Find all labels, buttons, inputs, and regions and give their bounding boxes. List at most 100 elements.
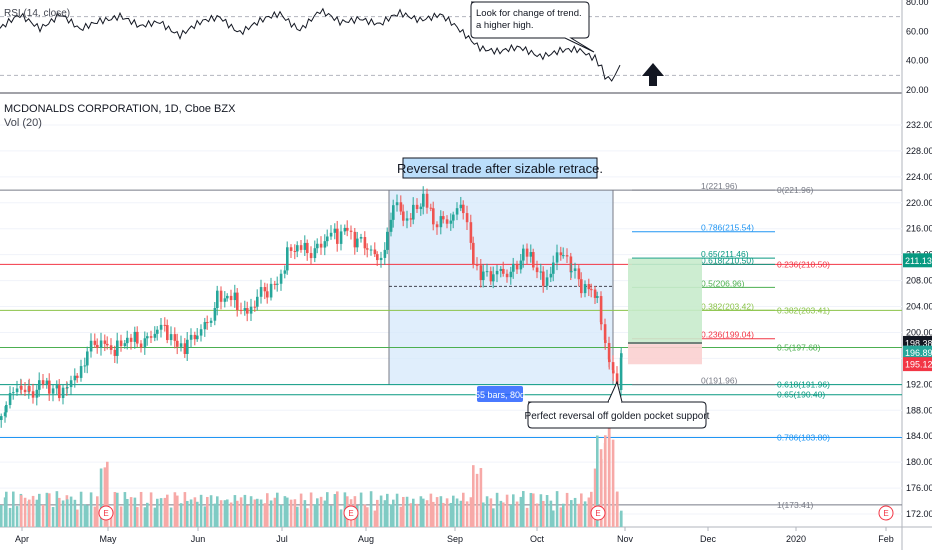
volume-bar — [593, 468, 597, 527]
candle-body — [159, 324, 163, 330]
candle-body — [129, 337, 133, 342]
candle-body — [48, 380, 51, 394]
volume-bar — [116, 492, 119, 527]
volume-bar — [286, 497, 289, 527]
candle-body — [106, 343, 109, 346]
candle-body — [608, 359, 611, 363]
candle-body — [499, 268, 503, 271]
candle-body — [435, 224, 439, 228]
fib-label: 1(173.41) — [777, 500, 814, 510]
volume-bar — [359, 492, 363, 527]
candle-body — [223, 298, 227, 302]
candle-body — [189, 334, 193, 340]
volume-bar — [119, 506, 123, 527]
volume-bar — [73, 499, 77, 527]
time-tick-label: Aug — [358, 534, 374, 544]
volume-bar — [253, 499, 257, 527]
candle-body — [405, 218, 409, 221]
candle-body — [449, 220, 453, 224]
volume-bar — [515, 501, 519, 527]
volume-bar — [226, 499, 229, 527]
volume-bar — [196, 501, 199, 527]
price-tick-label: 224.00 — [906, 172, 932, 182]
candle-body — [233, 292, 237, 301]
price-badge — [903, 345, 932, 360]
candle-body — [146, 336, 149, 339]
volume-bar — [273, 497, 277, 527]
candle-body — [619, 357, 623, 390]
candle-body — [559, 252, 563, 256]
title-annotation[interactable]: Reversal trade after sizable retrace. — [397, 157, 603, 179]
candle-body — [599, 296, 603, 323]
volume-bar — [186, 500, 189, 527]
time-tick-label: Jun — [191, 534, 206, 544]
candle-body — [452, 214, 455, 221]
volume-bar — [76, 509, 79, 527]
volume-bar — [219, 500, 223, 527]
candle-body — [465, 213, 469, 223]
price-tick-label: 184.00 — [906, 431, 932, 441]
volume-bar — [129, 497, 133, 527]
volume-bar — [555, 491, 559, 527]
volume-bar — [539, 494, 543, 527]
volume-bar — [136, 507, 139, 527]
volume-bar — [399, 506, 403, 527]
candle-body — [323, 241, 327, 248]
candle-body — [5, 404, 8, 413]
candle-body — [432, 208, 435, 225]
fib-proj-label: 0.786(215.54) — [701, 223, 754, 233]
candle-body — [253, 306, 257, 308]
price-tick-label: 172.00 — [906, 509, 932, 519]
candle-body — [376, 254, 379, 261]
candle-body — [369, 249, 373, 251]
volume-bar — [163, 497, 167, 527]
volume-bar — [28, 499, 31, 527]
candle-body — [346, 227, 349, 231]
candle-body — [399, 202, 403, 212]
time-tick-label: Sep — [447, 534, 463, 544]
fib-label: 0(221.96) — [777, 185, 814, 195]
volume-bar — [499, 500, 503, 527]
candle-body — [273, 283, 277, 285]
candle-body — [333, 228, 337, 233]
volume-bar — [206, 496, 209, 527]
candle-body — [166, 325, 169, 341]
candle-body — [79, 366, 83, 378]
fib-proj-label: 0.5(206.96) — [701, 278, 745, 288]
candle-body — [336, 228, 339, 244]
time-tick-label: Oct — [530, 534, 545, 544]
candle-body — [577, 268, 581, 280]
volume-bar — [519, 496, 523, 527]
candle-body — [176, 340, 179, 347]
volume-bar — [412, 498, 415, 527]
volume-bar — [15, 506, 19, 527]
candle-body — [296, 245, 299, 252]
range-measure-text: 55 bars, 80d — [475, 390, 525, 400]
volume-bar — [173, 492, 177, 527]
volume-bars — [0, 422, 623, 527]
volume-bar — [326, 492, 329, 527]
volume-bar — [86, 505, 89, 527]
volume-bar — [373, 510, 377, 527]
earnings-icon — [590, 505, 606, 521]
volume-bar — [535, 503, 539, 527]
candle-body — [409, 218, 413, 220]
volume-bar — [402, 496, 405, 527]
volume-bar — [48, 493, 51, 527]
time-axis-labels: Apr May Jun Jul Aug Sep Oct Nov Dec 2020 Feb — [15, 527, 894, 544]
volume-bar — [79, 491, 83, 527]
candle-body — [153, 333, 157, 338]
candle-body — [472, 242, 475, 265]
candle-body — [20, 385, 23, 390]
callout-golden-pocket[interactable]: Perfect reversal off golden pocket suppo… — [525, 380, 710, 429]
price-badge-label: 196.89 — [905, 348, 932, 358]
candle-body — [392, 205, 395, 220]
volume-bar — [246, 505, 249, 527]
candle-body — [269, 283, 273, 298]
volume-bar — [203, 506, 207, 527]
volume-bar — [409, 503, 413, 527]
callout-trend-change-line2: a higher high. — [476, 20, 534, 31]
callout-trend-change[interactable]: Look for change of trend. a higher high. — [470, 1, 595, 53]
candle-body — [163, 324, 167, 326]
